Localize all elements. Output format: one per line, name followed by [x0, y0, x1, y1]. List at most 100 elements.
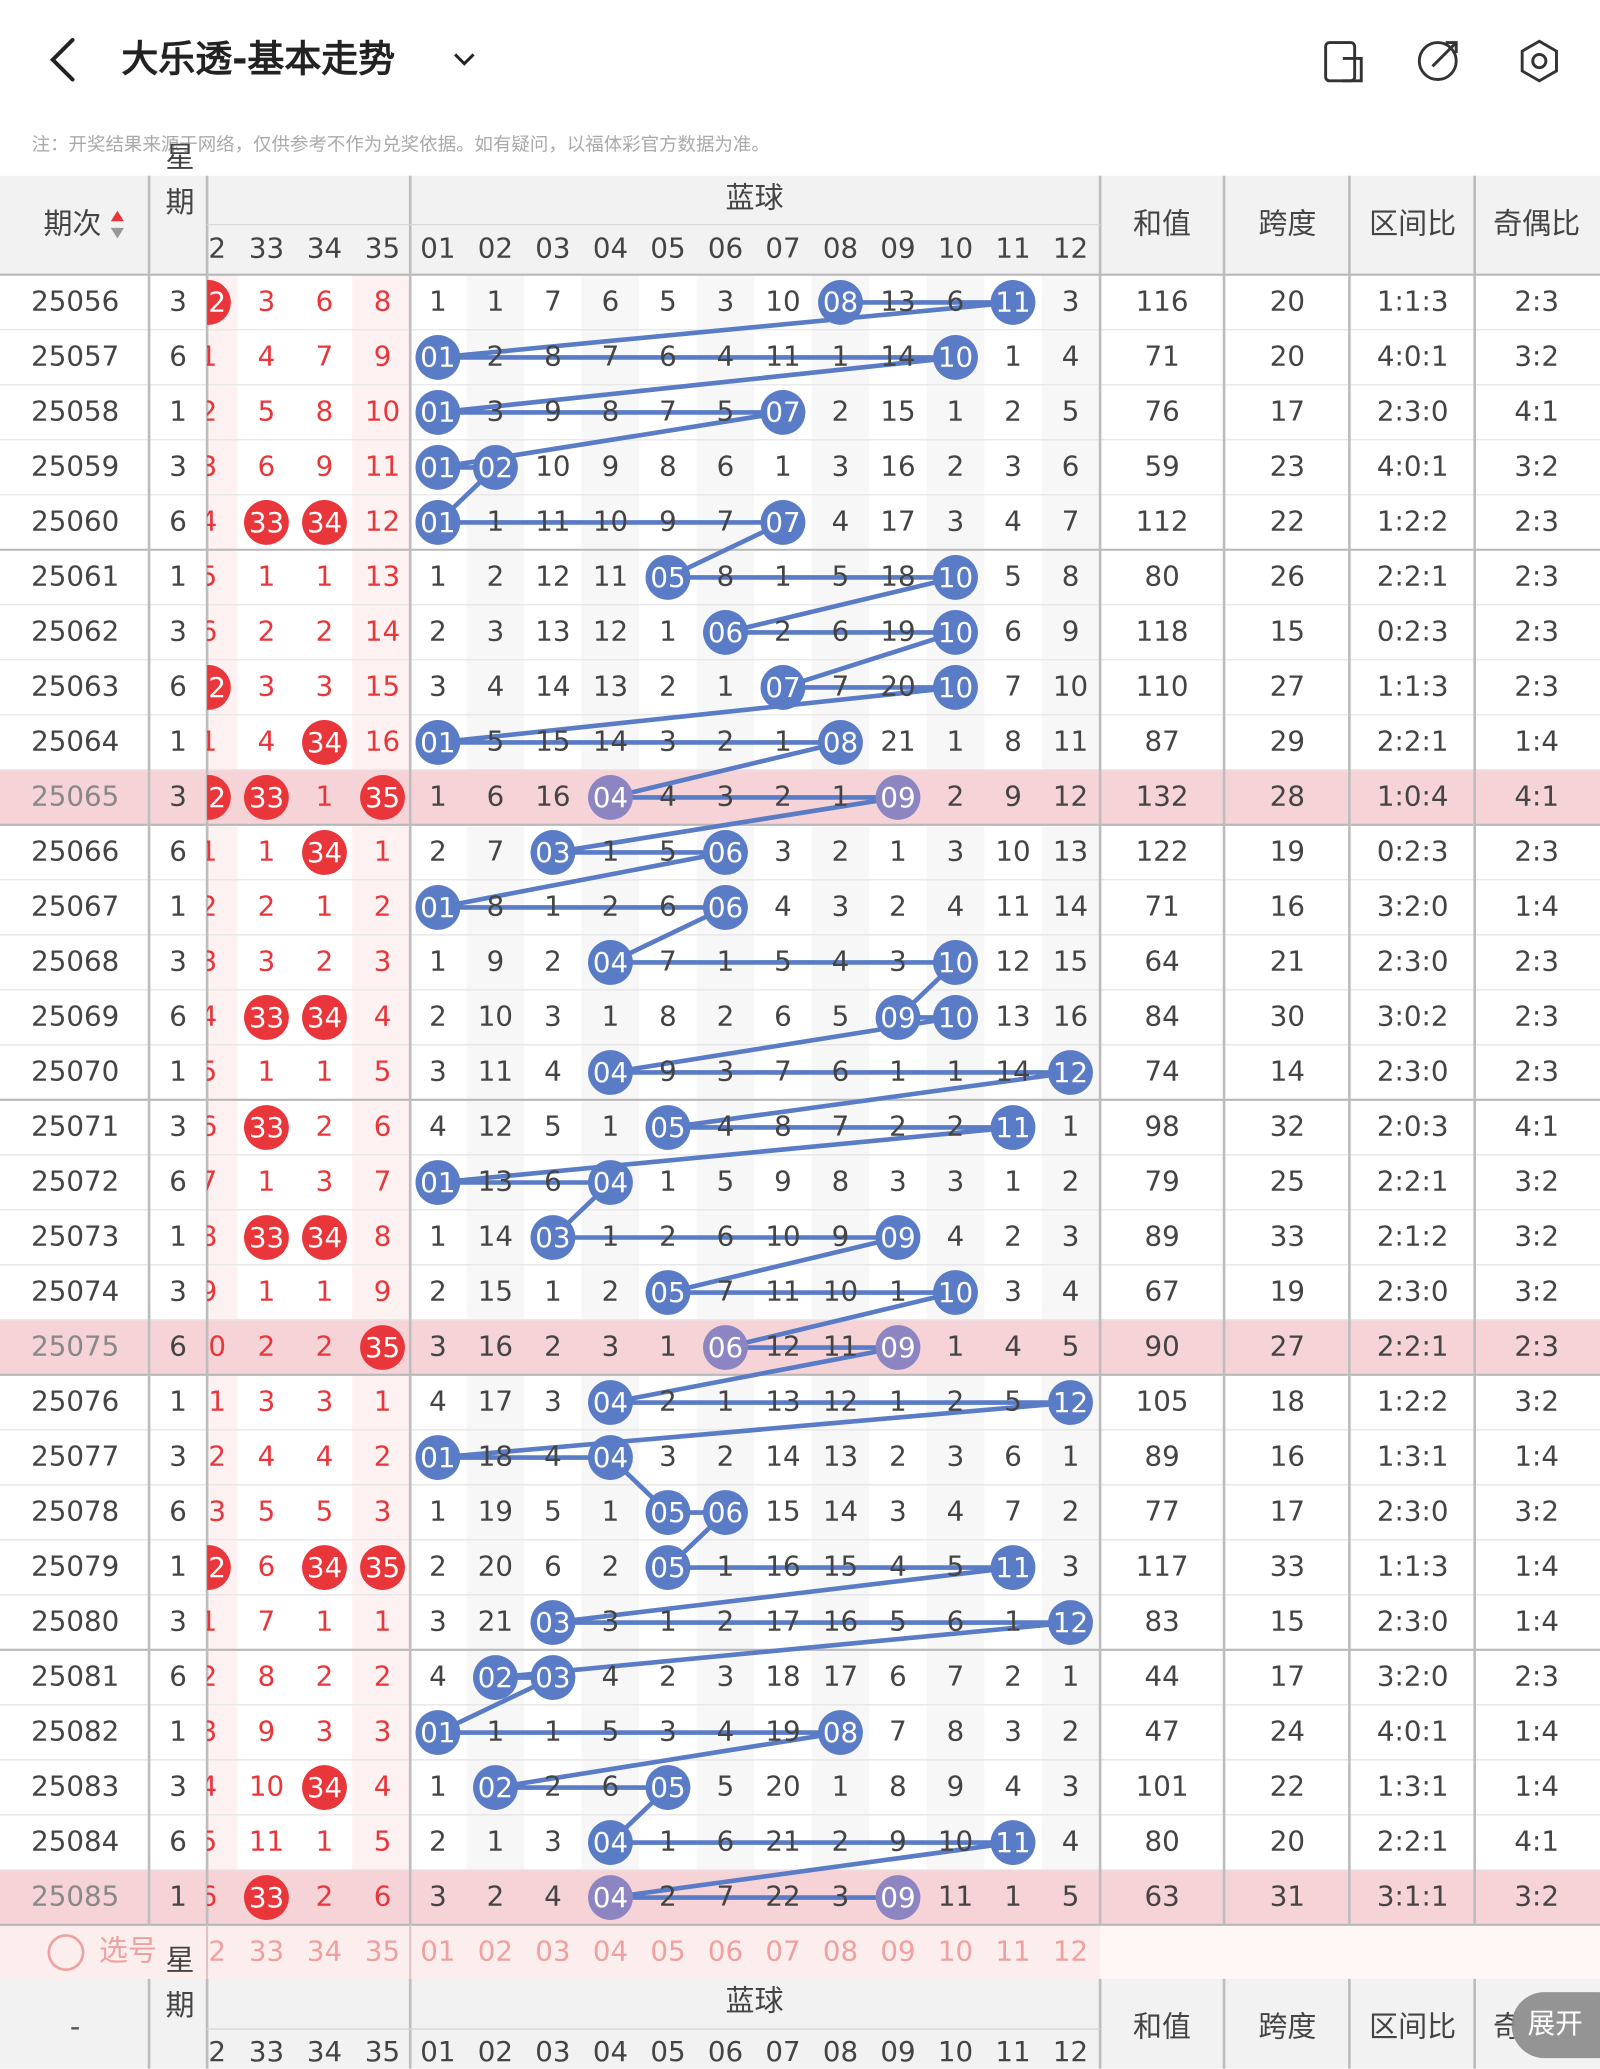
- blue-miss: 2: [602, 1275, 620, 1308]
- blue-hit: [530, 1600, 576, 1645]
- sum: 47: [1144, 1715, 1179, 1748]
- odd-even: 1:4: [1514, 889, 1559, 922]
- select-front-number[interactable]: 33: [249, 1935, 284, 1968]
- select-front-number[interactable]: 32: [191, 1935, 226, 1968]
- icon-share[interactable]: [1417, 41, 1458, 81]
- front-hit-label: 35: [365, 781, 400, 814]
- select-front-number[interactable]: 35: [365, 1935, 400, 1968]
- blue-miss: 6: [659, 339, 677, 372]
- front-miss: 5: [258, 394, 276, 427]
- front-miss: 16: [365, 724, 400, 757]
- blue-hit: [760, 665, 806, 710]
- blue-hit: [645, 1765, 691, 1810]
- blue-miss: 9: [832, 1220, 850, 1253]
- blue-miss: 5: [1062, 394, 1080, 427]
- blue-miss: 1: [487, 1715, 505, 1748]
- blue-miss: 2: [832, 394, 850, 427]
- period: 25064: [31, 724, 119, 757]
- select-radio[interactable]: [47, 1934, 85, 1972]
- span: 28: [1270, 779, 1305, 812]
- icon-settings[interactable]: [1520, 39, 1558, 83]
- front-miss: 10: [191, 1330, 226, 1363]
- select-blue-number[interactable]: 08: [823, 1935, 858, 1968]
- blue-miss: 3: [602, 1330, 620, 1363]
- blue-miss: 4: [717, 1109, 735, 1142]
- blue-miss: 2: [429, 834, 447, 867]
- select-blue-number[interactable]: 03: [535, 1935, 570, 1968]
- span: 21: [1270, 944, 1305, 977]
- blue-miss: 4: [487, 669, 505, 702]
- blue-miss: 6: [832, 1054, 850, 1087]
- blue-column-label: 09: [880, 232, 915, 265]
- blue-miss: 5: [1004, 1385, 1022, 1418]
- blue-miss: 2: [1004, 1220, 1022, 1253]
- select-blue-number[interactable]: 02: [478, 1935, 513, 1968]
- front-miss: 1: [374, 834, 392, 867]
- span: 24: [1270, 1715, 1305, 1748]
- title-dropdown[interactable]: [454, 53, 475, 66]
- select-label[interactable]: 选号: [99, 1934, 157, 1968]
- expand-button[interactable]: [1511, 1992, 1600, 2059]
- span: 16: [1270, 889, 1305, 922]
- select-blue-number[interactable]: 12: [1053, 1935, 1088, 1968]
- back-button[interactable]: [49, 37, 75, 82]
- blue-miss: 6: [889, 1660, 907, 1693]
- blue-miss: 4: [429, 1385, 447, 1418]
- blue-miss: 10: [995, 834, 1030, 867]
- select-blue-number[interactable]: 01: [420, 1935, 455, 1968]
- blue-hit: [530, 830, 576, 875]
- front-hit-label: 33: [249, 506, 284, 539]
- blue-miss: 12: [995, 944, 1030, 977]
- period-header[interactable]: 期次: [44, 206, 102, 240]
- select-blue-number[interactable]: 07: [765, 1935, 800, 1968]
- select-blue-number[interactable]: 04: [593, 1935, 628, 1968]
- zone: 2:2:1: [1377, 1164, 1449, 1197]
- span: 16: [1270, 1440, 1305, 1473]
- select-blue-number[interactable]: 10: [938, 1935, 973, 1968]
- blue-hit: [933, 555, 978, 600]
- front-miss: 2: [258, 614, 276, 647]
- sum: 132: [1136, 779, 1189, 812]
- blue-miss: 1: [487, 284, 505, 317]
- front-hit-label: 34: [307, 506, 342, 539]
- front-hit: [302, 500, 347, 545]
- period: 25079: [31, 1550, 119, 1583]
- select-blue-number[interactable]: 06: [708, 1935, 743, 1968]
- weekday: 6: [169, 1825, 187, 1858]
- blue-hit-label: 06: [708, 891, 743, 924]
- select-blue-number[interactable]: 11: [995, 1935, 1030, 1968]
- blue-column-label: 08: [823, 2035, 858, 2068]
- sum: 44: [1144, 1660, 1179, 1693]
- blue-miss: 14: [535, 669, 570, 702]
- sum: 63: [1144, 1880, 1179, 1913]
- front-cells: 12 4 4 2: [207, 1440, 391, 1473]
- blue-miss: 4: [947, 1220, 965, 1253]
- blue-miss: 10: [823, 1275, 858, 1308]
- blue-hit: [875, 1215, 921, 1260]
- front-hit-label: 34: [307, 1221, 342, 1254]
- front-cells: 4 33 34 12: [207, 500, 400, 545]
- blue-miss: 3: [947, 504, 965, 537]
- blue-miss: 11: [1053, 724, 1088, 757]
- select-blue-number[interactable]: 09: [880, 1935, 915, 1968]
- front-hit-label: 34: [307, 726, 342, 759]
- blue-miss: 5: [774, 944, 792, 977]
- front-cells: 13 5 5 3: [207, 1495, 391, 1528]
- span: 18: [1270, 1385, 1305, 1418]
- span: 32: [1270, 1109, 1305, 1142]
- period: 25083: [31, 1770, 119, 1803]
- span: 19: [1270, 834, 1305, 867]
- blue-miss: 3: [544, 999, 562, 1032]
- select-front-number[interactable]: 34: [307, 1935, 342, 1968]
- blue-miss: 1: [659, 1825, 677, 1858]
- odd-even: 2:3: [1514, 1330, 1559, 1363]
- period: 25069: [31, 999, 119, 1032]
- front-hit-label: 34: [307, 836, 342, 869]
- icon-layout[interactable]: [1324, 41, 1363, 83]
- blue-hit-label: 05: [650, 1771, 685, 1804]
- select-blue-number[interactable]: 05: [650, 1935, 685, 1968]
- weekday: 6: [169, 1330, 187, 1363]
- front-miss: 3: [258, 669, 276, 702]
- expand-label[interactable]: 展开: [1527, 2007, 1582, 2040]
- span: 33: [1270, 1550, 1305, 1583]
